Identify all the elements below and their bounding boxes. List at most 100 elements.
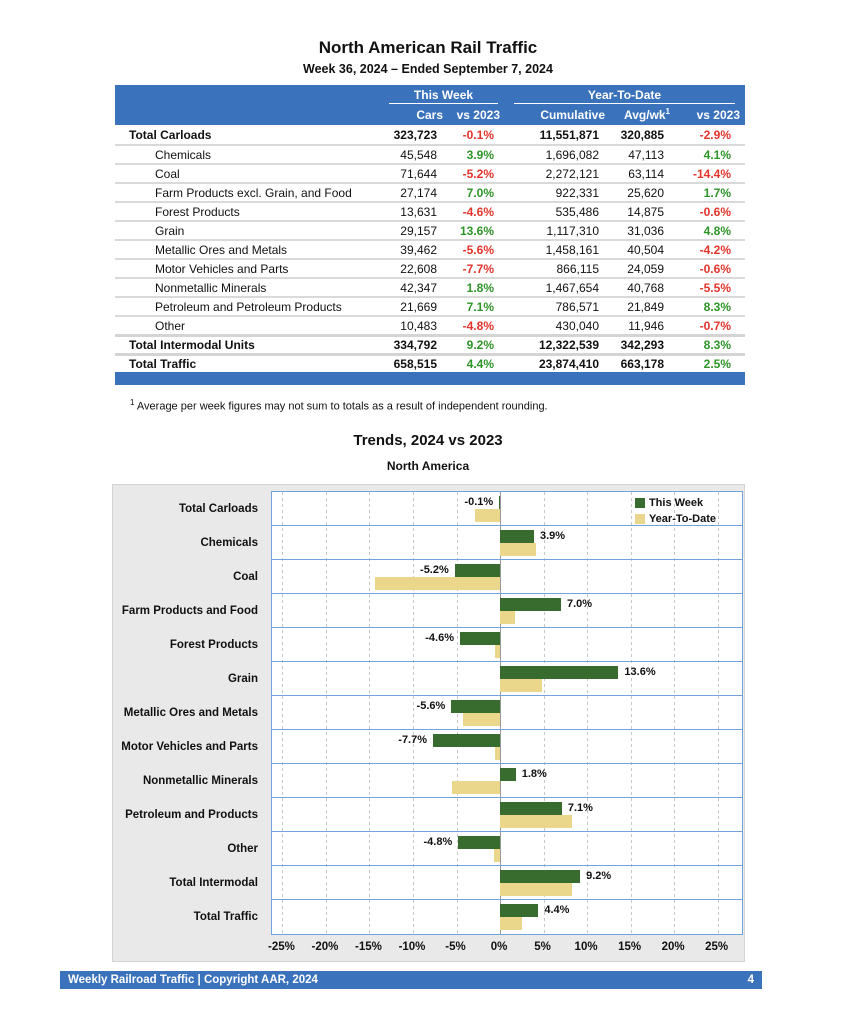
bar-value-label: -4.6% [425, 632, 454, 644]
bar-value-label: -0.1% [464, 496, 494, 508]
cell-avgwk: 24,059 [627, 261, 664, 276]
legend-label-this-week: This Week [648, 497, 704, 509]
cell-cumulative: 1,467,654 [545, 280, 599, 295]
bar-year-to-date [463, 713, 501, 726]
cell-avgwk: 40,504 [627, 242, 664, 257]
bar-year-to-date [494, 645, 501, 658]
row-label: Total Intermodal Units [129, 338, 255, 352]
bar-value-label: -4.8% [423, 836, 453, 848]
chart-title: Trends, 2024 vs 2023 [353, 432, 503, 449]
cell-cumulative: 866,115 [556, 261, 600, 276]
chart-band: -4.6% [272, 628, 742, 662]
cell-cumulative: 2,272,121 [545, 166, 599, 181]
bar-value-label: 1.8% [521, 768, 547, 780]
bar-value-label: 7.1% [567, 802, 593, 814]
cell-cars: 334,792 [393, 338, 437, 352]
bar-year-to-date [493, 849, 501, 862]
cell-avgwk: 663,178 [620, 357, 664, 371]
cell-cumulative: 1,117,310 [546, 223, 600, 238]
row-label: Motor Vehicles and Parts [155, 261, 289, 276]
category-label: Total Traffic [193, 911, 258, 923]
bar-year-to-date [474, 509, 501, 522]
bar-value-label: -5.6% [416, 700, 446, 712]
cell-cars: 22,608 [400, 261, 437, 276]
chart-subtitle: North America [386, 459, 470, 473]
chart-band: -7.7% [272, 730, 742, 764]
cell-cars: 71,644 [400, 166, 437, 181]
category-label: Motor Vehicles and Parts [121, 741, 258, 753]
table-row: Total Intermodal Units 334,792 9.2% 12,322,… [115, 334, 745, 353]
table-row: Chemicals 45,548 3.9% 1,696,082 47,113 4.1% [115, 144, 745, 163]
chart-band: 4.4% [272, 900, 742, 934]
bar-this-week [500, 598, 561, 611]
chart-band: -5.6% [272, 696, 742, 730]
table-row: Coal 71,644 -5.2% 2,272,121 63,114 -14.4% [115, 163, 745, 182]
category-label: Nonmetallic Minerals [142, 775, 258, 787]
cell-cars: 323,723 [393, 127, 437, 142]
gridline [717, 492, 719, 934]
cell-vs2023-week: -5.2% [462, 166, 494, 181]
bar-value-label: -7.7% [398, 734, 428, 746]
cell-cumulative: 11,551,871 [539, 127, 599, 142]
x-axis-tick: -15% [355, 941, 382, 953]
x-axis-tick: -25% [268, 941, 295, 953]
chart-band: -4.8% [272, 832, 742, 866]
rail-traffic-table: This Week Year-To-Date Cars vs 2023 Cumu… [115, 85, 745, 385]
chart-band: -0.1% [272, 492, 742, 526]
bar-value-label: -5.2% [420, 564, 449, 576]
table-row: Petroleum and Petroleum Products 21,669 7.… [115, 296, 745, 315]
cell-vs2023-ytd: -0.6% [699, 261, 731, 276]
cell-cumulative: 1,458,161 [545, 242, 599, 257]
bar-this-week [500, 802, 562, 815]
chart-band: 13.6% [272, 662, 742, 696]
chart-category-labels: Total Carloads Chemicals Coal Farm Products… [113, 492, 263, 934]
legend-label-year-to-date: Year-To-Date [648, 513, 716, 525]
table-row: Forest Products 13,631 -4.6% 535,486 14,875 -… [115, 201, 745, 220]
row-label: Forest Products [155, 204, 240, 219]
row-label: Metallic Ores and Metals [155, 242, 288, 257]
bar-this-week [433, 734, 501, 747]
cell-vs2023-ytd: 8.3% [703, 299, 731, 314]
cell-vs2023-week: 1.8% [466, 280, 494, 295]
cell-cars: 39,462 [400, 242, 437, 257]
bar-year-to-date [500, 543, 536, 556]
bar-this-week [454, 564, 501, 577]
cell-vs2023-week: 7.0% [466, 185, 494, 200]
bar-value-label: 13.6% [624, 666, 656, 678]
cell-cars: 29,157 [400, 223, 437, 238]
cell-vs2023-ytd: -14.4% [692, 166, 731, 181]
category-label: Petroleum and Products [125, 809, 258, 821]
cell-vs2023-ytd: -2.9% [699, 127, 731, 142]
chart-gridlines [272, 492, 742, 934]
chart-plot-area: -0.1% 3.9% -5.2% 7.0% -4.6% 13.6% -5.6% -7.7% 1.… [271, 491, 743, 935]
chart-band: 7.1% [272, 798, 742, 832]
cell-vs2023-ytd: 2.5% [703, 357, 731, 371]
cell-vs2023-week: 3.9% [466, 147, 494, 162]
bar-this-week [460, 632, 501, 645]
cell-cars: 27,174 [400, 185, 437, 200]
bar-this-week [500, 530, 534, 543]
cell-vs2023-week: -5.6% [462, 242, 494, 257]
cell-vs2023-ytd: -0.6% [699, 204, 731, 219]
category-label: Total Carloads [178, 503, 258, 515]
row-label: Total Traffic [129, 357, 197, 371]
legend-item-year-to-date: Year-To-Date [634, 511, 716, 527]
page-footer: Weekly Railroad Traffic | Copyright AAR,… [60, 971, 762, 989]
bar-year-to-date [500, 679, 542, 692]
cell-avgwk: 342,293 [620, 338, 664, 352]
category-label: Other [227, 843, 258, 855]
table-row: Metallic Ores and Metals 39,462 -5.6% 1,458… [115, 239, 745, 258]
x-axis-tick: 20% [661, 941, 685, 953]
bar-this-week [500, 904, 539, 917]
page-title: North American Rail Traffic [318, 38, 538, 57]
cell-vs2023-ytd: 1.7% [703, 185, 731, 200]
cell-vs2023-week: -4.8% [462, 318, 494, 333]
bar-year-to-date [374, 577, 501, 590]
category-label: Forest Products [169, 639, 258, 651]
col-header-vs2023-week: vs 2023 [456, 107, 500, 122]
cell-cumulative: 786,571 [555, 299, 599, 314]
table-header: This Week Year-To-Date Cars vs 2023 Cumu… [115, 85, 745, 125]
gridline [674, 492, 676, 934]
table-row: Nonmetallic Minerals 42,347 1.8% 1,467,654 4… [115, 277, 745, 296]
cell-cumulative: 23,874,410 [538, 357, 599, 371]
